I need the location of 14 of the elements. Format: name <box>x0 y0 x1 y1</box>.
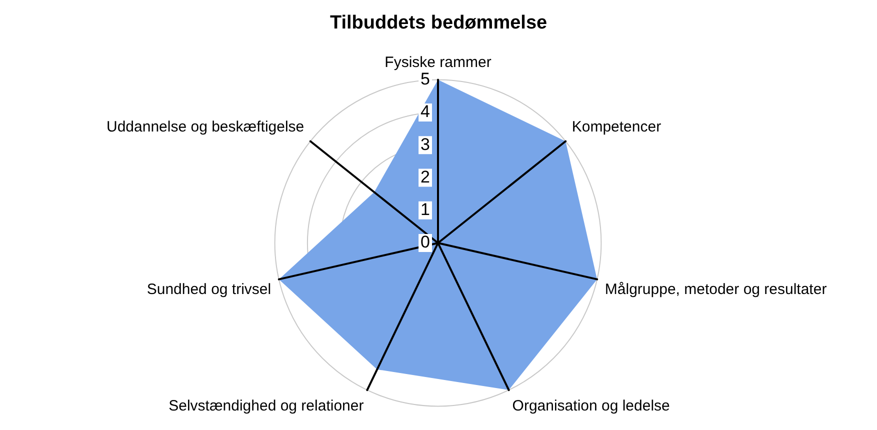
spoke-label: Selvstændighed og relationer <box>168 397 364 414</box>
y-tick-label: 4 <box>420 102 430 122</box>
spoke-label: Kompetencer <box>572 118 662 136</box>
spoke-label: Organisation og ledelse <box>512 397 670 414</box>
chart-title: Tilbuddets bedømmelse <box>330 12 548 34</box>
y-tick-label: 3 <box>420 134 430 154</box>
y-tick-label: 2 <box>420 167 430 186</box>
y-tick-label: 5 <box>420 69 430 88</box>
spoke-label: Sundhed og trivsel <box>146 281 272 298</box>
spoke-label: Uddannelse og beskæftigelse <box>106 118 304 136</box>
y-tick-label: 0 <box>420 232 430 252</box>
spoke-label: Fysiske rammer <box>384 54 492 71</box>
spoke-label: Målgruppe, metoder og resultater <box>604 281 827 298</box>
y-tick-label: 1 <box>420 200 430 220</box>
